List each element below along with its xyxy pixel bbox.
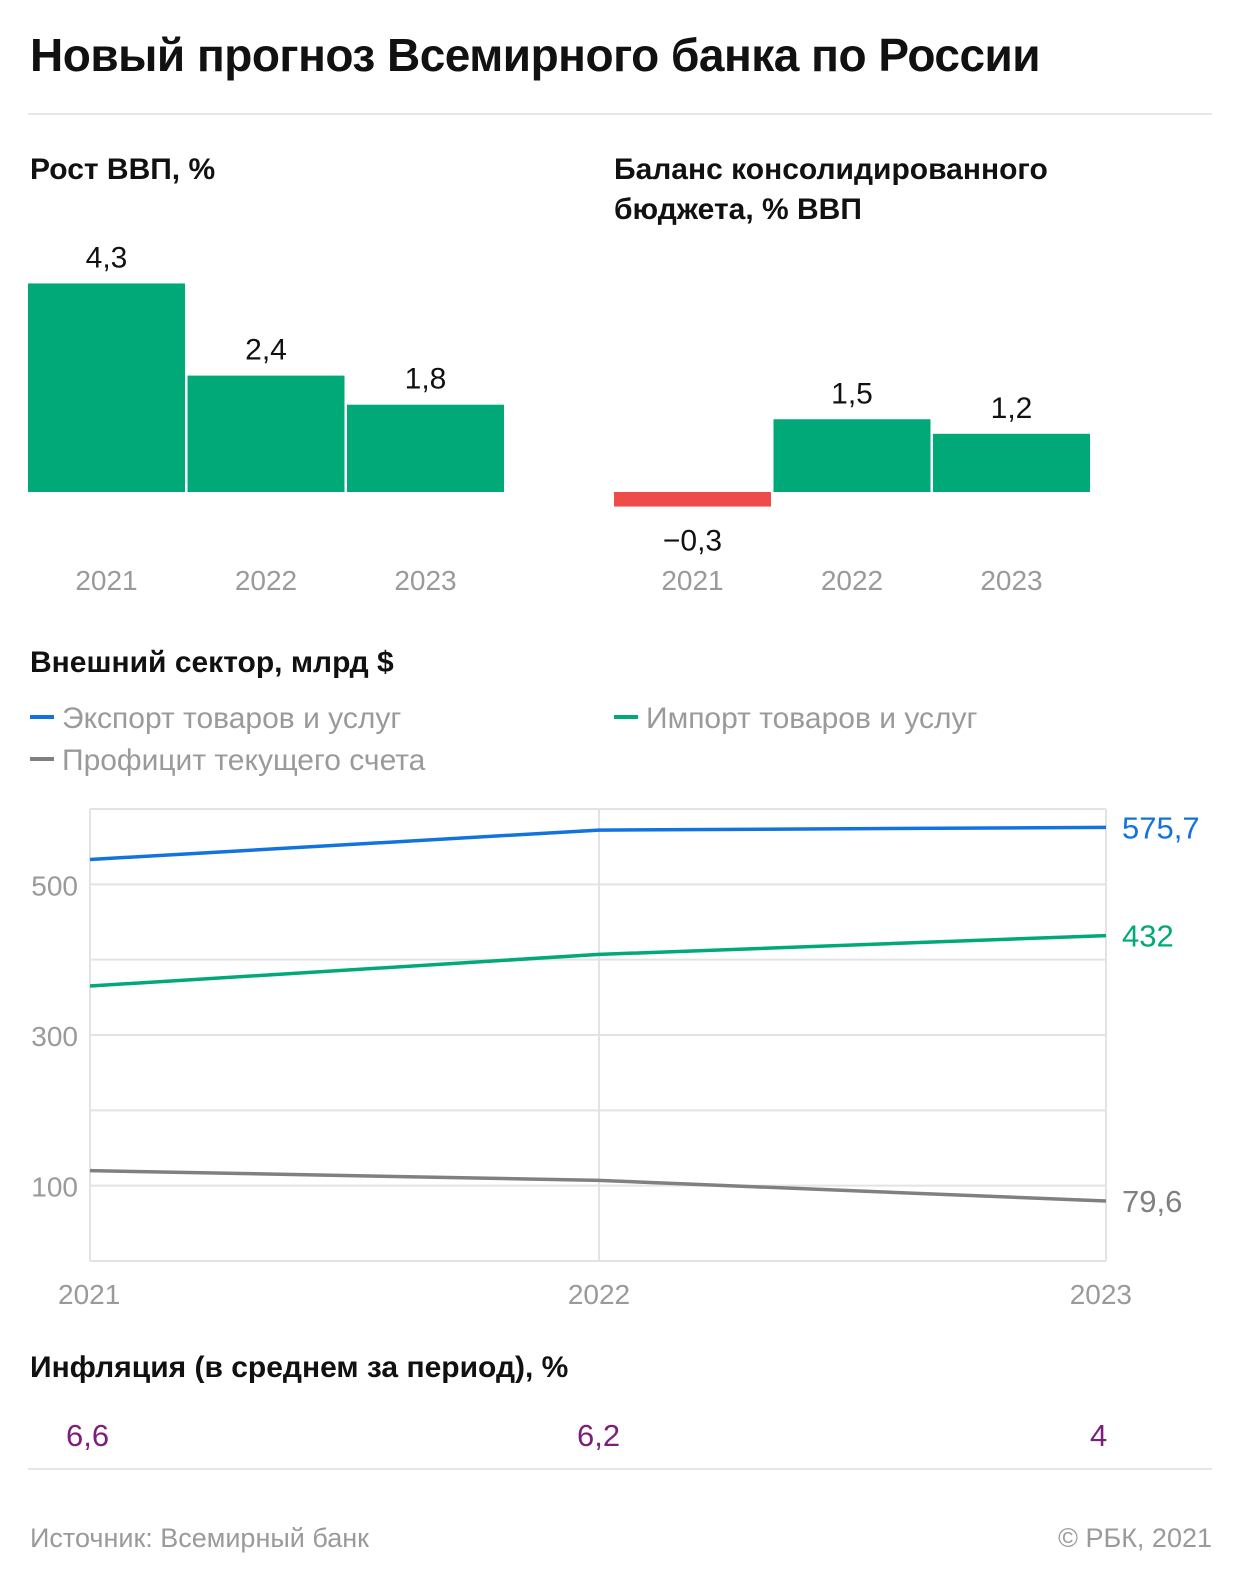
budget-bar-2022 <box>773 419 931 492</box>
series-line-export <box>89 825 1107 862</box>
legend-export: Экспорт товаров и услуг <box>30 702 401 736</box>
budget-year-label-2022: 2022 <box>821 565 883 596</box>
page-title: Новый прогноз Всемирного банка по России <box>30 29 1041 81</box>
legend-export-swatch <box>30 715 54 720</box>
inflation-value-2023: 4 <box>1090 1418 1108 1453</box>
budget-value-label-2023: 1,2 <box>991 392 1033 425</box>
budget-balance-chart: −0,3 2021 1,5 2022 1,2 2023 <box>614 377 1090 596</box>
x-tick-2021: 2021 <box>58 1279 120 1310</box>
x-tick-2022: 2022 <box>568 1279 630 1310</box>
budget-year-label-2021: 2021 <box>661 565 723 596</box>
budget-bar-2023 <box>933 433 1090 492</box>
gdp-bar-2021 <box>28 283 185 492</box>
copyright: © РБК, 2021 <box>1058 1523 1212 1553</box>
end-label-import: 432 <box>1122 919 1174 954</box>
gdp-chart-title: Рост ВВП, % <box>30 153 216 186</box>
legend-import: Импорт товаров и услуг <box>614 702 977 736</box>
budget-bar-2021 <box>614 492 771 507</box>
gdp-bar-2022 <box>187 375 345 492</box>
gdp-year-label-2023: 2023 <box>394 565 456 596</box>
series-line-surplus <box>89 1168 1107 1203</box>
budget-year-label-2023: 2023 <box>980 565 1042 596</box>
legend-surplus: Профицит текущего счета <box>30 744 425 778</box>
inflation-title: Инфляция (в среднем за период), % <box>30 1351 569 1384</box>
y-tick-300: 300 <box>31 1021 78 1052</box>
end-label-export: 575,7 <box>1122 810 1200 845</box>
inflation-value-2021: 6,6 <box>66 1418 110 1453</box>
legend-import-label: Импорт товаров и услуг <box>646 702 978 735</box>
gdp-value-label-2021: 4,3 <box>86 241 128 274</box>
budget-value-label-2022: 1,5 <box>831 377 873 410</box>
legend-surplus-swatch <box>30 757 54 762</box>
legend-import-swatch <box>614 715 638 720</box>
gdp-growth-chart: 4,3 2021 2,4 2022 1,8 2023 <box>28 241 504 596</box>
external-sector-title: Внешний сектор, млрд $ <box>30 646 394 679</box>
gdp-year-label-2021: 2021 <box>75 565 137 596</box>
budget-chart-title: Баланс консолидированного бюджета, % ВВП <box>614 153 1048 226</box>
gdp-bar-2023 <box>347 404 504 492</box>
legend-export-label: Экспорт товаров и услуг <box>62 702 402 735</box>
top-divider <box>28 113 1212 115</box>
source-note: Источник: Всемирный банк <box>30 1523 369 1553</box>
y-tick-100: 100 <box>31 1172 78 1203</box>
y-tick-500: 500 <box>31 870 78 901</box>
bottom-divider <box>28 1468 1212 1470</box>
inflation-value-2022: 6,2 <box>577 1418 621 1453</box>
end-label-surplus: 79,6 <box>1122 1184 1182 1219</box>
external-sector-chart: 100 300 500 2021 2022 2023 575,7 432 79,6 <box>31 808 1200 1310</box>
series-line-import <box>89 933 1107 988</box>
gdp-value-label-2022: 2,4 <box>245 334 287 367</box>
legend-surplus-label: Профицит текущего счета <box>62 744 426 777</box>
gdp-year-label-2022: 2022 <box>235 565 297 596</box>
budget-value-label-2021: −0,3 <box>663 525 722 558</box>
x-tick-2023: 2023 <box>1070 1279 1132 1310</box>
gdp-value-label-2023: 1,8 <box>405 363 447 396</box>
